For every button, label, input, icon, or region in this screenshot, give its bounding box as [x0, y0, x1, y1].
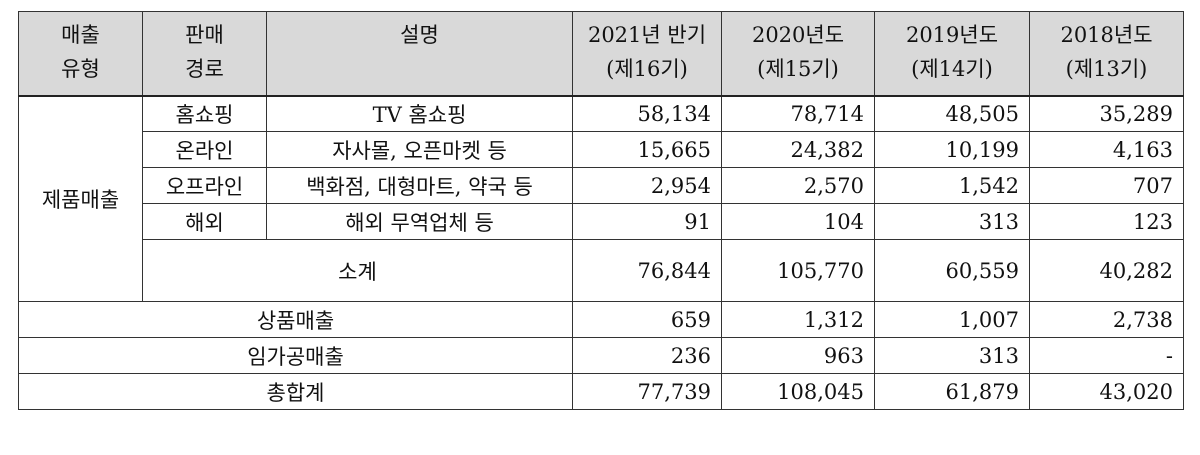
- value-cell: 43,020: [1029, 373, 1184, 410]
- value-cell: 10,199: [874, 131, 1030, 168]
- value-cell: 60,559: [874, 239, 1030, 302]
- value-cell: 40,282: [1029, 239, 1184, 302]
- value-cell: 76,844: [572, 239, 722, 302]
- value-cell: 2,570: [721, 167, 875, 204]
- value-cell: 35,289: [1029, 95, 1184, 132]
- desc-cell: 해외 무역업체 등: [266, 203, 573, 240]
- value-cell: 313: [874, 203, 1030, 240]
- value-cell: 659: [572, 301, 722, 338]
- value-cell: -: [1029, 337, 1184, 374]
- value-cell: 48,505: [874, 95, 1030, 132]
- header-period-2020: 2020년도 (제15기): [721, 11, 875, 97]
- sales-table: 매출 유형 판매 경로 설명 2021년 반기 (제16기) 2020년도 (제…: [18, 11, 1184, 410]
- value-cell: 1,542: [874, 167, 1030, 204]
- header-description: 설명: [266, 11, 573, 97]
- value-cell: 2,954: [572, 167, 722, 204]
- merchandise-row: 상품매출 659 1,312 1,007 2,738: [18, 301, 1184, 338]
- value-cell: 1,312: [721, 301, 875, 338]
- product-sales-label: 제품매출: [18, 95, 143, 302]
- value-cell: 58,134: [572, 95, 722, 132]
- route-cell: 오프라인: [142, 167, 267, 204]
- header-period-2021h1: 2021년 반기 (제16기): [572, 11, 722, 97]
- value-cell: 91: [572, 203, 722, 240]
- value-cell: 1,007: [874, 301, 1030, 338]
- route-cell: 해외: [142, 203, 267, 240]
- table-row: 오프라인 백화점, 대형마트, 약국 등 2,954 2,570 1,542 7…: [19, 167, 1184, 204]
- value-cell: 78,714: [721, 95, 875, 132]
- header-sales-route: 판매 경로: [142, 11, 267, 97]
- desc-cell: TV 홈쇼핑: [266, 95, 573, 132]
- total-row: 총합계 77,739 108,045 61,879 43,020: [18, 373, 1184, 410]
- route-cell: 홈쇼핑: [142, 95, 267, 132]
- table-row: 온라인 자사몰, 오픈마켓 등 15,665 24,382 10,199 4,1…: [19, 131, 1184, 168]
- table-row: 제품매출 홈쇼핑 TV 홈쇼핑 58,134 78,714 48,505 35,…: [18, 95, 1184, 302]
- desc-cell: 백화점, 대형마트, 약국 등: [266, 167, 573, 204]
- value-cell: 236: [572, 337, 722, 374]
- route-cell: 온라인: [142, 131, 267, 168]
- processing-label: 임가공매출: [18, 337, 573, 374]
- value-cell: 123: [1029, 203, 1184, 240]
- desc-cell: 자사몰, 오픈마켓 등: [266, 131, 573, 168]
- subtotal-row: 소계 76,844 105,770 60,559 40,282: [19, 239, 1184, 302]
- header-row: 매출 유형 판매 경로 설명 2021년 반기 (제16기) 2020년도 (제…: [18, 11, 1184, 97]
- value-cell: 104: [721, 203, 875, 240]
- value-cell: 963: [721, 337, 875, 374]
- value-cell: 707: [1029, 167, 1184, 204]
- processing-row: 임가공매출 236 963 313 -: [18, 337, 1184, 374]
- header-sales-type: 매출 유형: [18, 11, 143, 97]
- table-row: 해외 해외 무역업체 등 91 104 313 123: [19, 203, 1184, 240]
- header-period-2018: 2018년도 (제13기): [1029, 11, 1184, 97]
- header-period-2019: 2019년도 (제14기): [874, 11, 1030, 97]
- value-cell: 15,665: [572, 131, 722, 168]
- total-label: 총합계: [18, 373, 573, 410]
- value-cell: 105,770: [721, 239, 875, 302]
- merchandise-label: 상품매출: [18, 301, 573, 338]
- value-cell: 313: [874, 337, 1030, 374]
- value-cell: 24,382: [721, 131, 875, 168]
- value-cell: 2,738: [1029, 301, 1184, 338]
- value-cell: 108,045: [721, 373, 875, 410]
- subtotal-label: 소계: [142, 239, 573, 302]
- value-cell: 4,163: [1029, 131, 1184, 168]
- value-cell: 61,879: [874, 373, 1030, 410]
- value-cell: 77,739: [572, 373, 722, 410]
